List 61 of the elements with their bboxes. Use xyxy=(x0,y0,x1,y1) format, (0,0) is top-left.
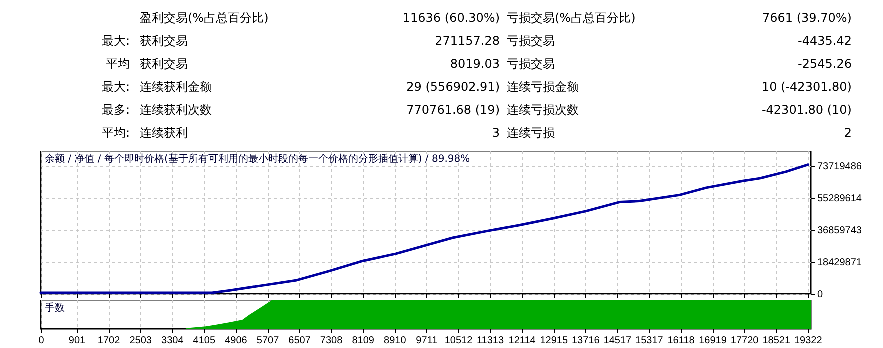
text: 11636 (60.30%) xyxy=(402,10,500,26)
text: 770761.68 (19) xyxy=(406,102,500,118)
text: 连续获利金额 xyxy=(140,79,212,95)
x-tick-label: 12915 xyxy=(540,336,568,346)
text: -2545.26 xyxy=(798,56,852,72)
text: 连续获利次数 xyxy=(140,102,212,118)
text: 8019.03 xyxy=(450,56,500,72)
text: 3 xyxy=(492,125,500,141)
x-tick-label: 18521 xyxy=(762,336,791,346)
text: 连续亏损 xyxy=(507,125,555,141)
y-tick-label: 0 xyxy=(818,290,824,300)
x-tick-label: 13716 xyxy=(572,336,600,346)
x-tick-label: 0 xyxy=(38,336,45,346)
x-tick-label: 5707 xyxy=(256,336,280,346)
x-tick-label: 11313 xyxy=(476,336,504,346)
text: 最大: xyxy=(102,79,130,95)
y-tick-label: 18429871 xyxy=(818,258,862,269)
x-tick-label: 16118 xyxy=(668,336,696,346)
text: 最大: xyxy=(102,33,130,49)
y-tick-label: 36859743 xyxy=(818,226,862,237)
x-tick-label: 19322 xyxy=(794,336,823,346)
text: 平均: xyxy=(102,125,130,141)
x-tick-label: 8109 xyxy=(352,336,375,346)
y-tick-label: 55289614 xyxy=(818,194,862,205)
text: 盈利交易(%占总百分比) xyxy=(140,10,269,26)
text: 10 (-42301.80) xyxy=(762,79,852,95)
text: -42301.80 (10) xyxy=(762,102,852,118)
text: 亏损交易 xyxy=(507,33,555,49)
text: 获利交易 xyxy=(140,56,188,72)
chart-title: 余额 / 净值 / 每个即时价格(基于所有可利用的最小时段的每一个价格的分形插值计算) / 89.98% xyxy=(45,153,470,165)
text: 连续获利 xyxy=(140,125,188,141)
x-tick-label: 10512 xyxy=(444,336,474,346)
x-tick-label: 6507 xyxy=(288,336,312,346)
chart-title: 手数 xyxy=(45,302,65,314)
x-tick-label: 1702 xyxy=(98,336,121,346)
x-tick-label: 15317 xyxy=(636,336,664,346)
text: 平均 xyxy=(106,56,130,72)
text: 271157.28 xyxy=(435,33,500,49)
text: 亏损交易 xyxy=(507,56,555,72)
x-tick-label: 9711 xyxy=(416,336,438,346)
x-tick-label: 4906 xyxy=(225,336,248,346)
text: 2 xyxy=(844,125,852,141)
text: 最多: xyxy=(102,102,130,118)
x-tick-label: 17720 xyxy=(730,336,760,346)
text: 29 (556902.91) xyxy=(406,79,500,95)
text: -4435.42 xyxy=(798,33,852,49)
text: 连续亏损次数 xyxy=(507,102,579,118)
x-tick-label: 4105 xyxy=(193,336,216,346)
x-tick-label: 12114 xyxy=(508,336,536,346)
text: 连续亏损金额 xyxy=(507,79,579,95)
x-tick-label: 3304 xyxy=(162,336,184,346)
x-tick-label: 901 xyxy=(68,336,86,346)
x-tick-label: 14517 xyxy=(604,336,632,346)
x-tick-label: 8910 xyxy=(384,336,407,346)
text: 获利交易 xyxy=(140,33,188,49)
x-tick-label: 2503 xyxy=(130,336,152,346)
x-tick-label: 7308 xyxy=(320,336,344,346)
x-tick-label: 16919 xyxy=(699,336,728,346)
text: 亏损交易(%占总百分比) xyxy=(507,10,636,26)
y-tick-label: 73719486 xyxy=(818,162,862,173)
text: 7661 (39.70%) xyxy=(762,10,852,26)
